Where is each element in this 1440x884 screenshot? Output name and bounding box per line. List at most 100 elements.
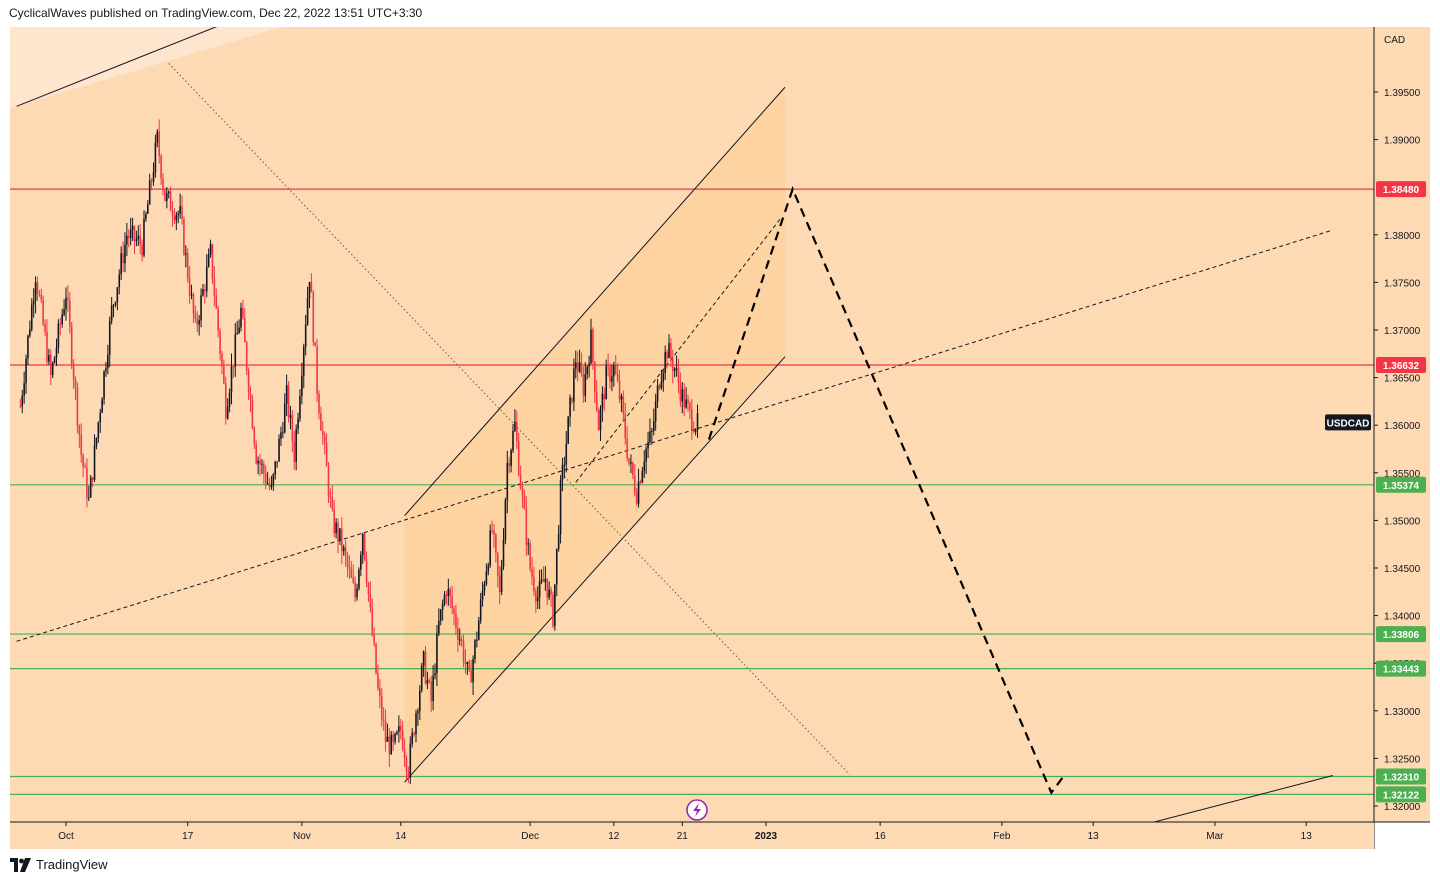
upper-fan-line-line[interactable]: [16, 6, 268, 107]
candle-body: [411, 732, 413, 744]
time-axis[interactable]: [10, 822, 1374, 849]
candle-body: [205, 266, 208, 292]
candle-body: [493, 530, 495, 535]
footer-brand[interactable]: TradingView: [10, 857, 108, 872]
candle-body: [533, 576, 535, 592]
candle-body: [367, 582, 370, 594]
candle-body: [293, 441, 296, 462]
candle-body: [360, 554, 362, 570]
candle-body: [350, 568, 353, 578]
long-trendline-dashed-line[interactable]: [16, 229, 1333, 642]
candle-body: [436, 633, 438, 674]
candle-body: [202, 289, 204, 296]
candle-body: [308, 281, 311, 299]
candle-body: [538, 581, 541, 598]
candle-body: [333, 508, 336, 534]
candle-body: [320, 413, 322, 431]
candle-body: [354, 582, 356, 598]
candle-body: [620, 396, 623, 400]
candle-body: [670, 343, 672, 360]
projection-path[interactable]: [707, 186, 1064, 795]
channel-zone[interactable]: [404, 87, 786, 783]
candle-body: [597, 410, 600, 431]
candle-body: [257, 460, 259, 464]
candle-body: [382, 719, 385, 722]
candle-body: [204, 289, 206, 292]
candle-body: [483, 584, 486, 591]
dotted-downtrend-line[interactable]: [168, 63, 851, 775]
candle-body: [559, 479, 562, 534]
flash-icon[interactable]: [686, 799, 708, 821]
upper-left-zone: [10, 27, 282, 108]
level-price-badge: [1376, 357, 1426, 374]
x-tick-label: Mar: [1206, 831, 1224, 842]
candle-body: [346, 555, 349, 567]
candle-body: [594, 361, 596, 393]
candle-body: [544, 578, 547, 583]
candle-body: [276, 461, 278, 463]
candle-body: [226, 406, 229, 419]
candle-body: [55, 347, 58, 358]
candle-body: [443, 594, 446, 605]
candle-body: [179, 206, 181, 214]
candle-body: [508, 462, 511, 466]
candle-body: [458, 639, 461, 641]
candle-body: [611, 376, 613, 382]
candle-body: [673, 368, 676, 371]
candle-body: [361, 533, 364, 555]
candle-body: [529, 543, 531, 570]
candle-body: [422, 651, 425, 666]
candle-body: [173, 215, 176, 221]
price-axis[interactable]: [1374, 27, 1430, 822]
candle-body: [514, 421, 516, 431]
candle-body: [666, 352, 668, 359]
candle-body: [481, 590, 484, 600]
candle-body: [449, 589, 452, 597]
level-price-label: 1.33443: [1383, 665, 1420, 676]
candle-body: [415, 713, 417, 735]
candle-body: [194, 313, 197, 319]
rising-channel-upper-line[interactable]: [404, 86, 786, 516]
candle-body: [595, 392, 598, 411]
candle-body: [567, 416, 569, 444]
candle-body: [457, 627, 459, 640]
lower-right-line-line[interactable]: [1143, 775, 1333, 826]
candle-body: [299, 396, 301, 419]
candle-body: [80, 434, 83, 455]
candle-body: [49, 355, 52, 376]
candle-body: [183, 219, 185, 255]
candle-body: [270, 484, 273, 488]
candle-body: [143, 219, 145, 256]
candle-body: [238, 327, 240, 334]
rising-channel-lower-line[interactable]: [404, 356, 786, 783]
candle-body: [221, 353, 223, 367]
candle-body: [200, 295, 202, 321]
candle-body: [175, 214, 178, 221]
x-tick-label: Nov: [293, 831, 311, 842]
candle-body: [245, 342, 248, 371]
level-price-label: 1.33806: [1383, 630, 1420, 641]
candle-body: [683, 389, 686, 408]
y-tick-label: 1.32500: [1384, 754, 1421, 765]
candle-body: [557, 533, 560, 549]
footer-brand-label: TradingView: [36, 857, 108, 872]
candle-body: [82, 454, 84, 467]
candle-body: [455, 613, 457, 628]
y-tick-label: 1.39000: [1384, 136, 1421, 147]
candle-body: [681, 389, 684, 402]
candle-body: [272, 474, 275, 485]
candle-body: [70, 326, 73, 365]
candle-body: [95, 438, 98, 446]
level-price-label: 1.32122: [1383, 790, 1420, 801]
candle-body: [21, 395, 24, 407]
level-price-badge: [1376, 626, 1426, 643]
candle-body: [460, 639, 463, 642]
candle-body: [342, 547, 345, 552]
candle-body: [584, 374, 587, 396]
candle-body: [211, 244, 214, 280]
candle-body: [628, 458, 630, 464]
candle-body: [263, 463, 265, 474]
candle-body: [430, 681, 433, 702]
candle-body: [171, 210, 174, 216]
